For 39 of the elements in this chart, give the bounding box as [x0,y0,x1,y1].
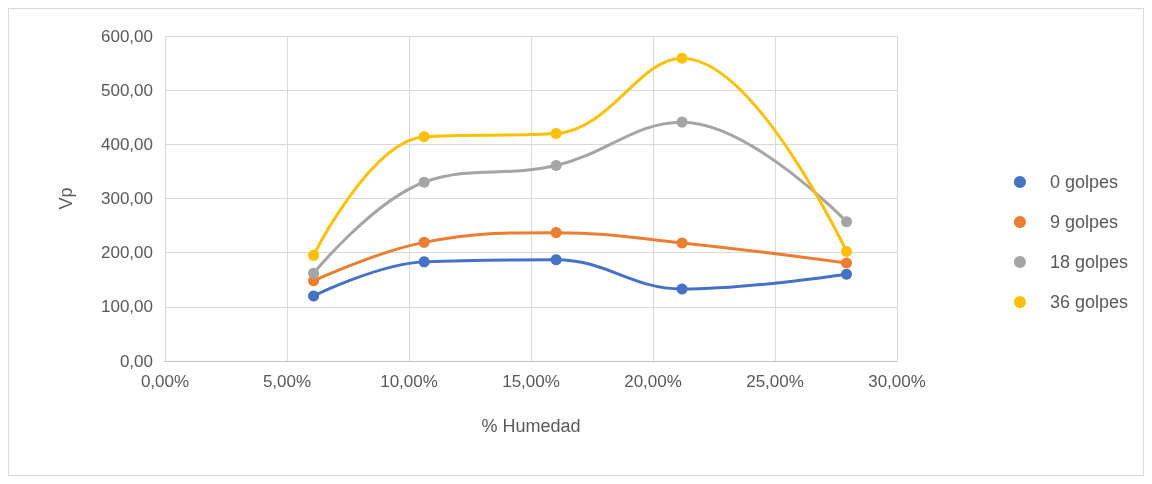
point [676,52,688,64]
x-tick-label: 15,00% [502,372,560,391]
x-tick-label: 10,00% [380,372,438,391]
point [676,237,688,249]
point [550,254,562,266]
x-tick-label: 25,00% [746,372,804,391]
y-tick-label: 600,00 [101,26,153,46]
y-tick-label: 100,00 [101,297,153,317]
x-tick-label: 0,00% [140,372,190,391]
point [550,128,562,139]
point [308,249,320,261]
point [418,236,430,248]
point [676,116,688,128]
legend-label: 9 golpes [1049,212,1118,232]
point [550,159,562,171]
point [308,267,320,279]
y-tick-label: 500,00 [101,80,153,100]
point [841,268,852,280]
point [418,131,430,143]
y-tick-label: 0,00 [119,351,153,371]
x-tick-label: 20,00% [624,372,682,391]
point [418,256,430,268]
y-tick-label: 300,00 [101,189,153,208]
y-axis-title: Vp [56,187,76,210]
legend-label: 0 golpes [1049,172,1118,192]
legend-label: 18 golpes [1049,252,1129,272]
point [308,290,320,302]
point [550,227,562,239]
legend-label: 36 golpes [1049,292,1129,312]
x-axis-title: % Humedad [481,416,581,436]
point [676,283,688,295]
y-tick-label: 400,00 [101,134,153,154]
point [841,216,852,228]
point [841,246,852,258]
x-tick-label: 5,00% [262,372,312,391]
x-tick-label: 30,00% [868,372,926,391]
point [841,257,852,269]
y-tick-label: 200,00 [101,243,153,263]
point [418,176,430,188]
